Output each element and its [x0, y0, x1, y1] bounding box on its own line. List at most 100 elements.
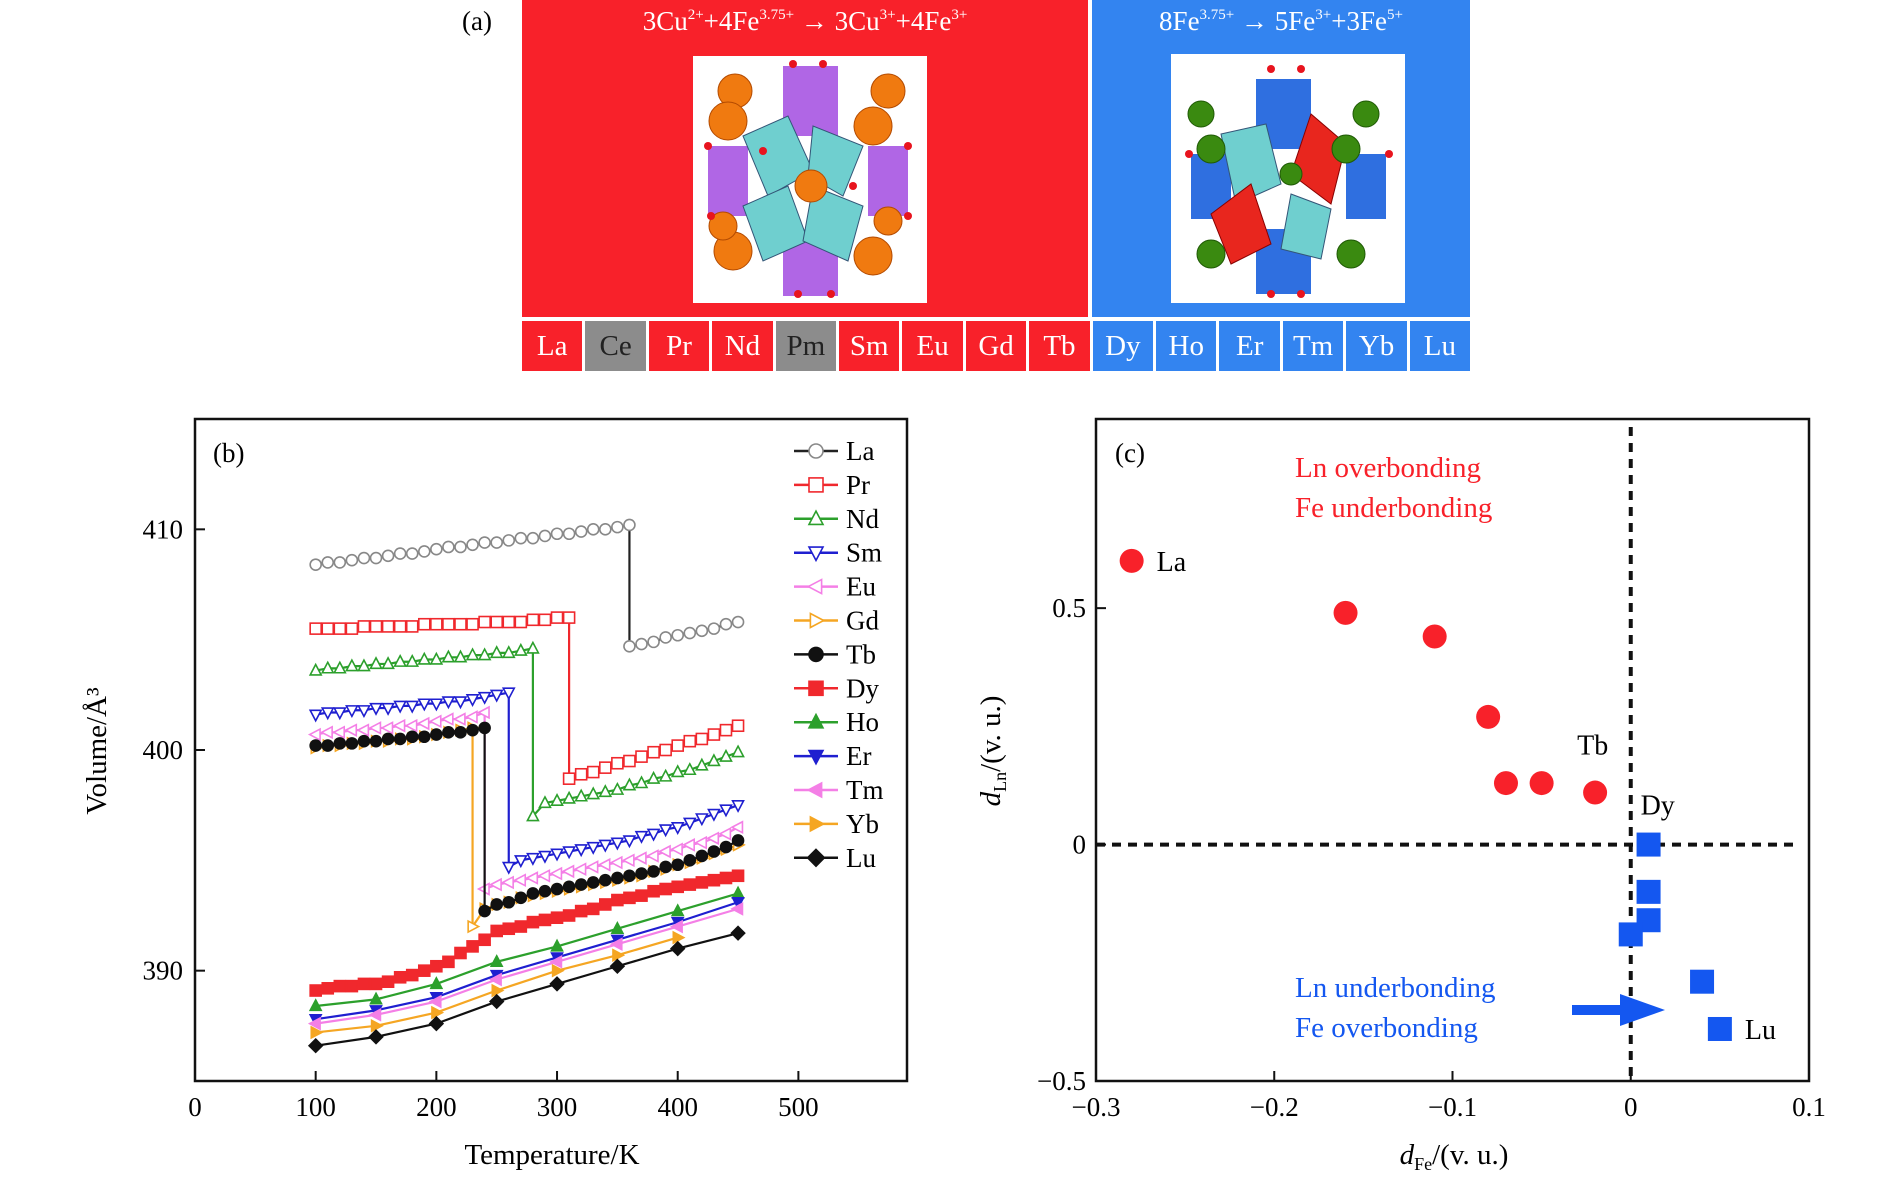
y-tick-label: 410	[143, 514, 184, 544]
data-point-tb	[309, 739, 322, 752]
legend-label-yb: Yb	[846, 809, 879, 839]
data-point-la	[321, 556, 335, 569]
data-point-pr	[719, 723, 733, 737]
data-point-eu	[537, 868, 551, 883]
data-point-pr	[369, 620, 383, 633]
data-point-tb	[478, 721, 491, 735]
legend-marker-gd	[809, 612, 826, 629]
equation-superscript: 2+	[687, 7, 704, 23]
legend-label-tb: Tb	[846, 639, 876, 669]
data-point-tb	[381, 732, 395, 746]
x-tick-label: −0.1	[1428, 1092, 1477, 1122]
data-point-pr	[695, 732, 709, 746]
equation-superscript: 3+	[951, 7, 968, 23]
data-point-nd	[405, 653, 420, 667]
data-point-eu	[307, 727, 321, 742]
equation-text: 3Cu	[642, 6, 688, 36]
x-tick-label: −0.3	[1072, 1092, 1121, 1122]
series-line-sm	[315, 691, 739, 869]
data-point-dy	[647, 884, 660, 898]
data-point-sm	[429, 698, 444, 712]
data-point-sm	[682, 817, 697, 831]
panel-b-chart: (b) 0 100 200 300 400 500 390 400 410 La Pr Nd Sm Eu…	[81, 417, 909, 1171]
data-point-nd	[477, 647, 492, 661]
data-point-dy	[538, 913, 552, 927]
data-point-dy	[321, 982, 335, 995]
data-point-dy	[502, 922, 516, 936]
data-point-sm	[562, 846, 576, 860]
legend-label-la: La	[846, 436, 874, 466]
data-point-pr	[731, 719, 745, 733]
panel-c-label: (c)	[1115, 438, 1145, 468]
data-point-dy	[659, 882, 672, 896]
data-point-nd	[634, 775, 649, 789]
panel-b-series	[307, 518, 746, 1054]
equation-text: → 5Fe	[1234, 6, 1316, 36]
panel-c-chart: (c) −0.3 −0.2 −0.1 0 0.1 −0.5 0 0.5 La Tb Dy Lu Ln…	[975, 417, 1826, 1174]
data-point-pr	[659, 743, 672, 757]
x-tick-label: 0	[1624, 1092, 1638, 1122]
series-line-pr	[315, 616, 739, 781]
x-tick-label: 200	[416, 1092, 457, 1122]
data-point-tm	[730, 902, 744, 916]
data-point-la	[623, 518, 636, 532]
data-point-dy	[309, 984, 322, 997]
scatter-point	[1583, 780, 1608, 805]
data-point-sm	[417, 698, 432, 712]
data-point-ho	[308, 998, 323, 1012]
legend-label-lu: Lu	[846, 843, 876, 873]
data-point-pr	[357, 620, 371, 633]
data-point-eu	[416, 716, 430, 731]
data-point-tb	[623, 869, 636, 883]
data-point-pr	[562, 611, 576, 624]
data-point-pr	[550, 611, 564, 624]
element-cell-tm: Tm	[1282, 321, 1344, 371]
data-point-dy	[345, 979, 359, 993]
crystal-structure-drawing	[704, 60, 912, 298]
data-point-sm	[574, 844, 588, 858]
data-point-dy	[405, 968, 419, 982]
equation-text: +4Fe	[703, 6, 760, 36]
data-point-dy	[514, 920, 528, 933]
data-point-la	[393, 547, 407, 560]
data-point-ho	[550, 938, 564, 952]
panel-c-ylabel: dLn/(v. u.)	[975, 696, 1010, 807]
legend-marker-yb	[809, 815, 826, 833]
data-point-nd	[658, 768, 673, 782]
data-point-er	[731, 897, 745, 911]
data-point-ho	[489, 954, 504, 968]
data-point-eu	[404, 718, 418, 733]
element-cell-dy: Dy	[1092, 321, 1154, 371]
panel-b-label: (b)	[213, 438, 244, 468]
element-cell-ho: Ho	[1156, 321, 1217, 371]
data-point-nd	[622, 777, 637, 791]
panel-a-label: (a)	[462, 6, 492, 36]
data-point-la	[586, 523, 600, 536]
scatter-point	[1707, 1016, 1732, 1041]
data-point-nd	[501, 645, 516, 659]
data-point-sm	[501, 687, 516, 701]
equation-superscript: 3.75+	[759, 7, 795, 23]
data-point-sm	[731, 799, 745, 813]
data-point-eu	[682, 838, 695, 852]
data-point-nd	[489, 645, 504, 659]
equation-superscript: 3.75+	[1199, 7, 1235, 23]
data-point-sm	[489, 689, 504, 703]
series-pr	[309, 611, 745, 785]
legend-marker-dy	[808, 680, 824, 697]
data-point-nd	[731, 744, 745, 758]
element-cell-gd: Gd	[965, 321, 1027, 371]
equation-text: → 3Cu	[794, 6, 880, 36]
data-point-dy	[526, 915, 540, 929]
data-point-lu	[669, 940, 686, 957]
data-point-eu	[488, 877, 502, 892]
data-point-ho	[731, 885, 745, 899]
data-point-pr	[417, 617, 431, 631]
data-point-dy	[599, 898, 612, 911]
data-point-pr	[586, 765, 600, 779]
data-point-dy	[550, 911, 564, 925]
data-point-yb	[672, 930, 686, 945]
data-point-tb	[695, 849, 709, 863]
data-point-nd	[357, 658, 371, 672]
